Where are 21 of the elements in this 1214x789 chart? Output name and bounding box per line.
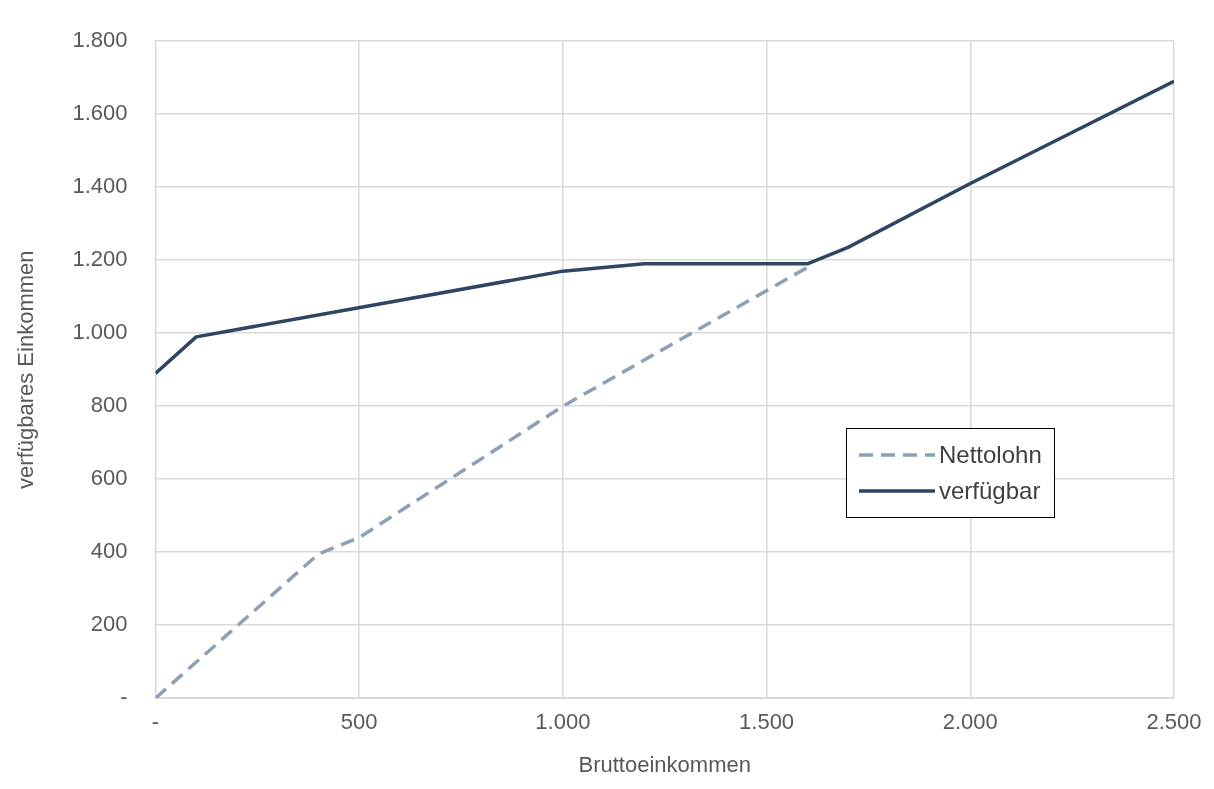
x-tick-label: 1.000	[535, 709, 591, 735]
y-tick-label: 400	[90, 538, 128, 564]
legend-label: verfügbar	[939, 477, 1041, 505]
y-tick-label: 800	[90, 392, 128, 418]
x-tick-label: -	[151, 709, 160, 735]
x-axis-title: Bruttoeinkommen	[578, 751, 751, 777]
y-tick-label: 1.800	[72, 27, 128, 53]
x-tick-label: 2.500	[1146, 709, 1202, 735]
y-tick-label: 1.400	[72, 173, 128, 199]
x-tick-label: 2.000	[942, 709, 998, 735]
x-tick-label: 500	[340, 709, 378, 735]
y-tick-label: 200	[90, 611, 128, 637]
y-tick-label: -	[120, 684, 128, 710]
line-series	[155, 265, 810, 699]
y-axis-title: verfügbares Einkommen	[13, 250, 39, 489]
x-tick-label: 1.500	[739, 709, 795, 735]
legend-label: Nettolohn	[939, 441, 1042, 469]
y-tick-label: 1.200	[72, 246, 128, 272]
y-tick-label: 1.600	[72, 100, 128, 126]
y-tick-label: 1.000	[72, 319, 128, 345]
y-tick-label: 600	[90, 465, 128, 491]
